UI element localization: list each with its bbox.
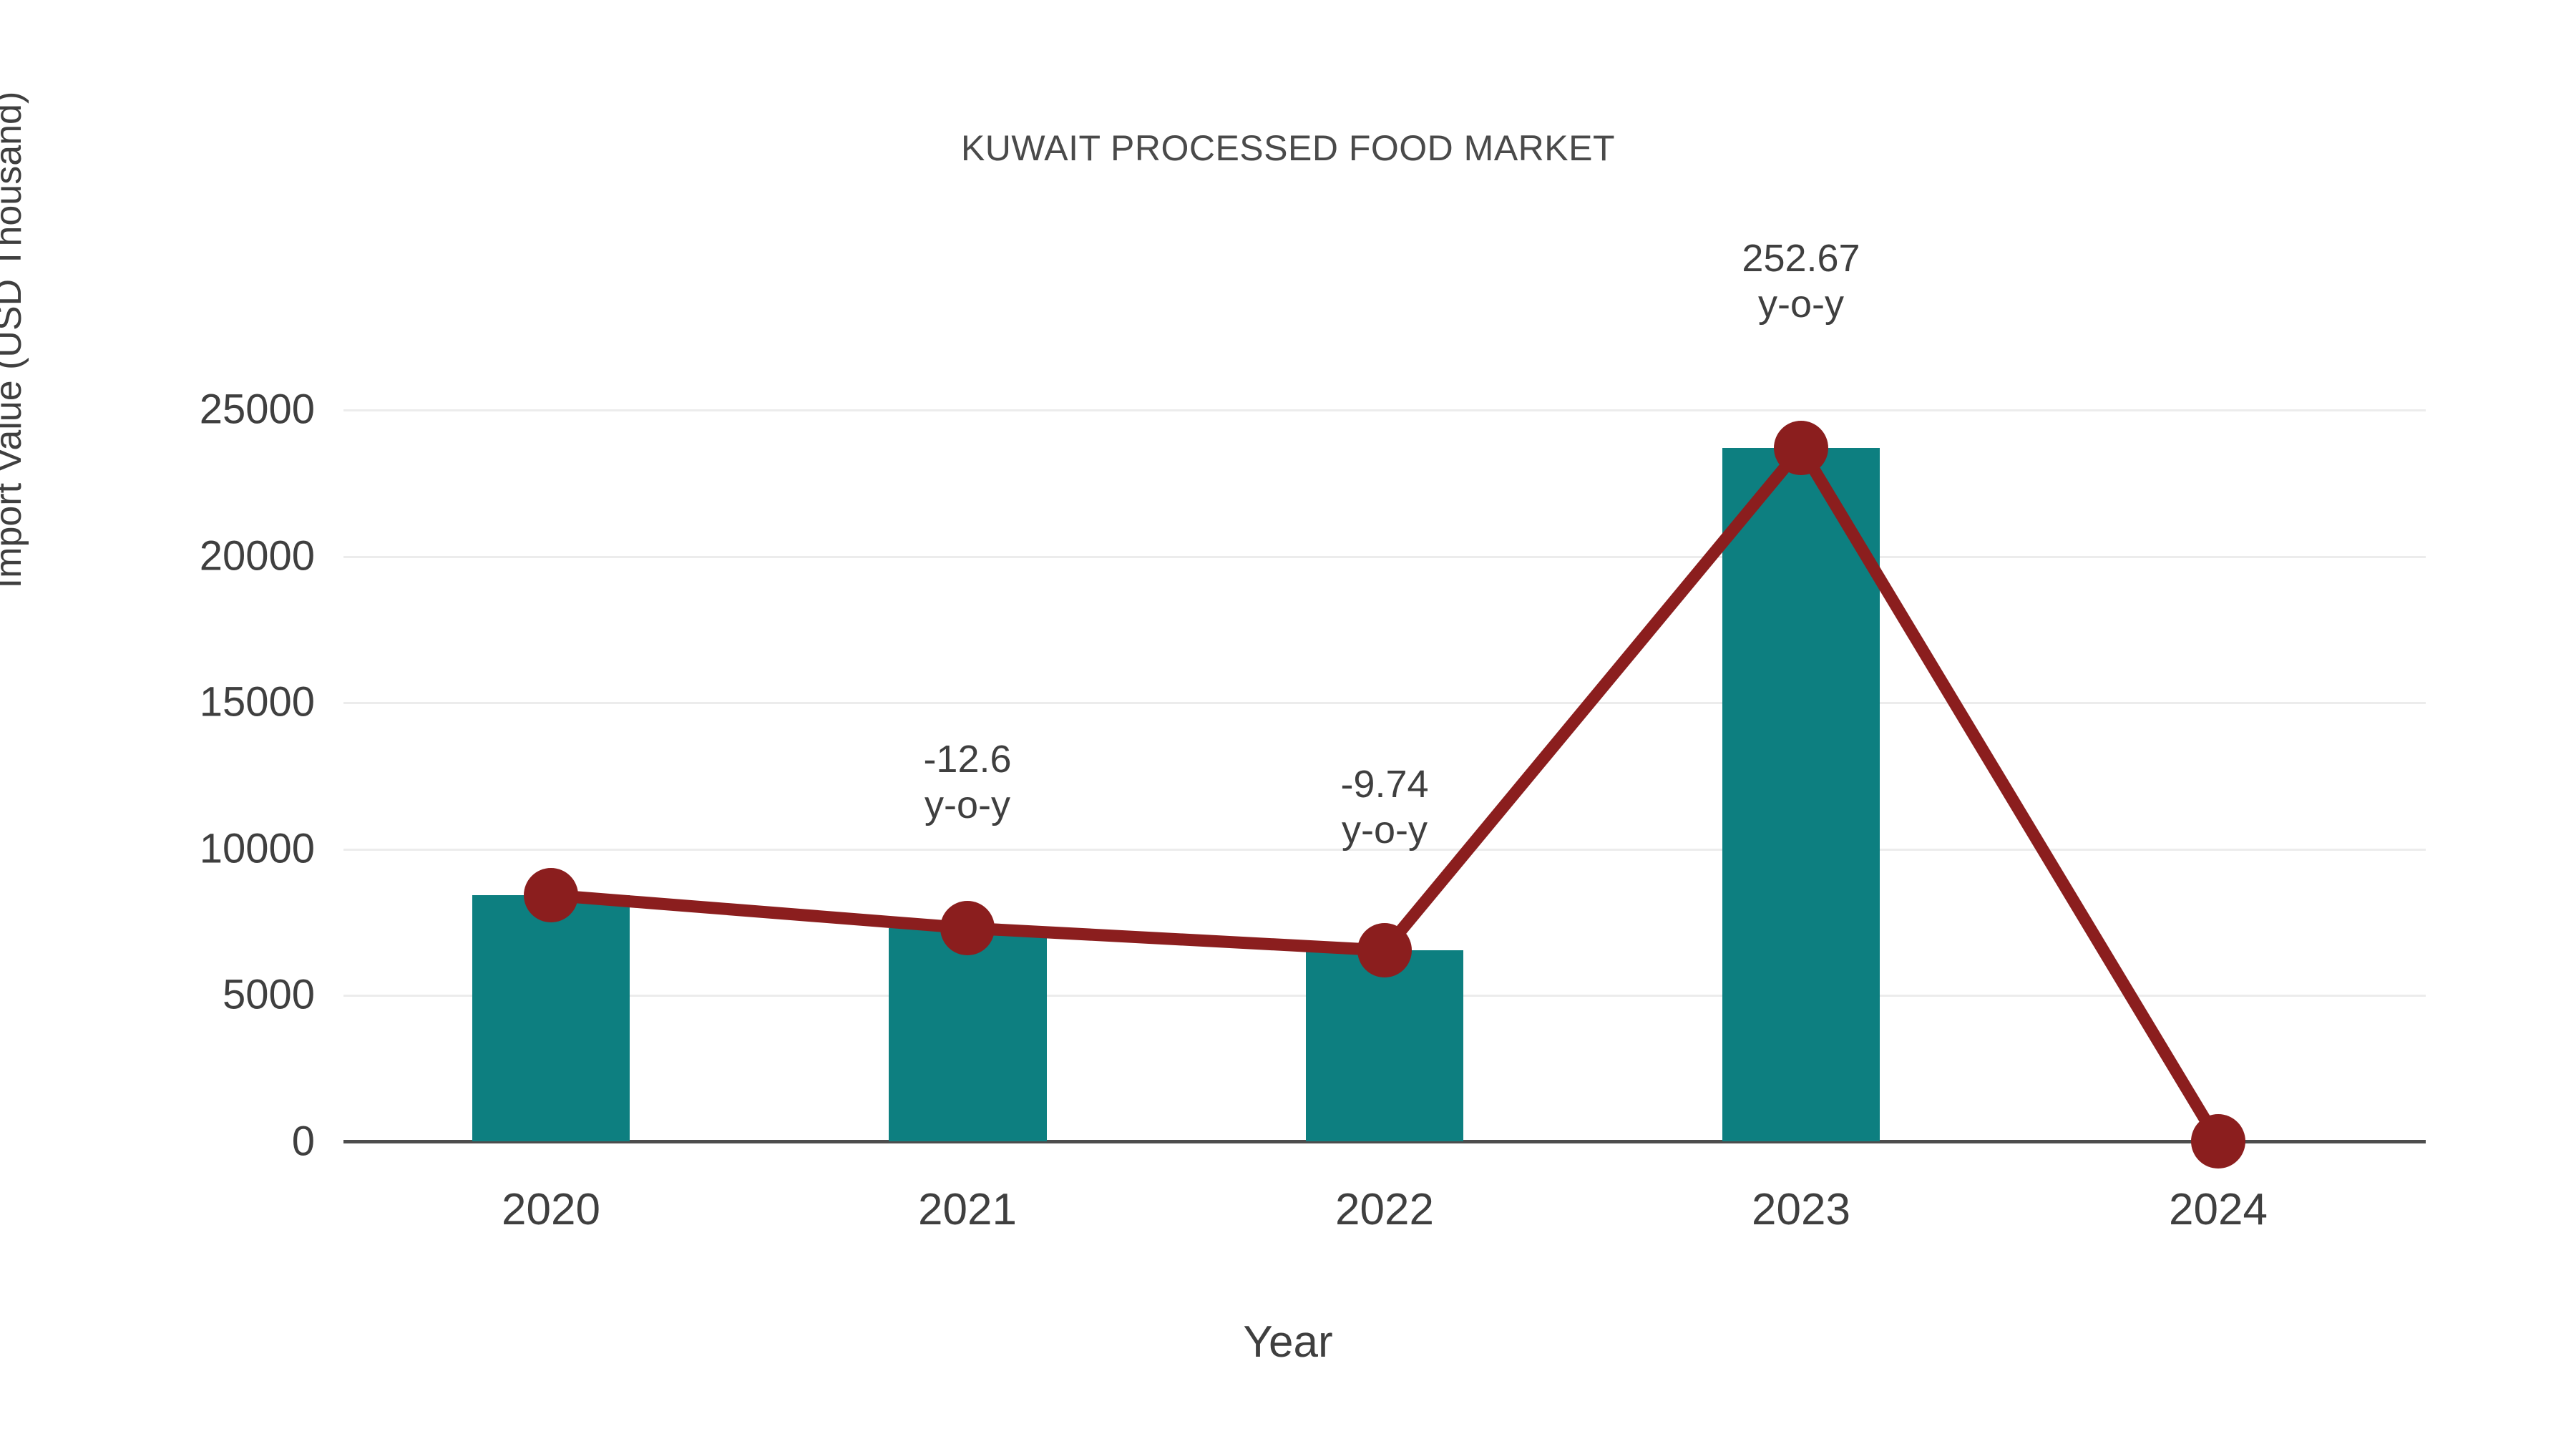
- gridline-10000: [343, 849, 2426, 851]
- y-tick-label-20000: 20000: [199, 532, 315, 580]
- bar-2021[interactable]: [889, 928, 1047, 1141]
- bar-2023[interactable]: [1722, 448, 1880, 1141]
- bar-2020[interactable]: [472, 895, 630, 1141]
- y-tick-label-5000: 5000: [222, 971, 315, 1018]
- data-label-2023: 252.67 y-o-y: [1615, 236, 1987, 327]
- y-tick-label-0: 0: [291, 1118, 315, 1165]
- y-tick-label-25000: 25000: [199, 386, 315, 433]
- y-axis-title: Import Value (USD Thousand): [0, 91, 29, 589]
- data-label-2023-unit: y-o-y: [1758, 282, 1844, 326]
- x-tick-label-2022: 2022: [1335, 1185, 1434, 1234]
- y-tick-label-15000: 15000: [199, 678, 315, 726]
- y-tick-label-10000: 10000: [199, 825, 315, 872]
- gridline-25000: [343, 409, 2426, 411]
- x-tick-label-2021: 2021: [918, 1185, 1017, 1234]
- x-tick-label-2023: 2023: [1752, 1185, 1850, 1234]
- x-axis-title: Year: [1243, 1317, 1333, 1367]
- data-label-2023-value: 252.67: [1742, 237, 1860, 280]
- x-tick-label-2024: 2024: [2169, 1185, 2268, 1234]
- gridline-15000: [343, 702, 2426, 704]
- gridline-20000: [343, 556, 2426, 558]
- x-tick-label-2020: 2020: [502, 1185, 600, 1234]
- chart-title: KUWAIT PROCESSED FOOD MARKET: [960, 128, 1616, 168]
- plot-area: [343, 322, 2426, 1143]
- bar-2022[interactable]: [1306, 950, 1463, 1141]
